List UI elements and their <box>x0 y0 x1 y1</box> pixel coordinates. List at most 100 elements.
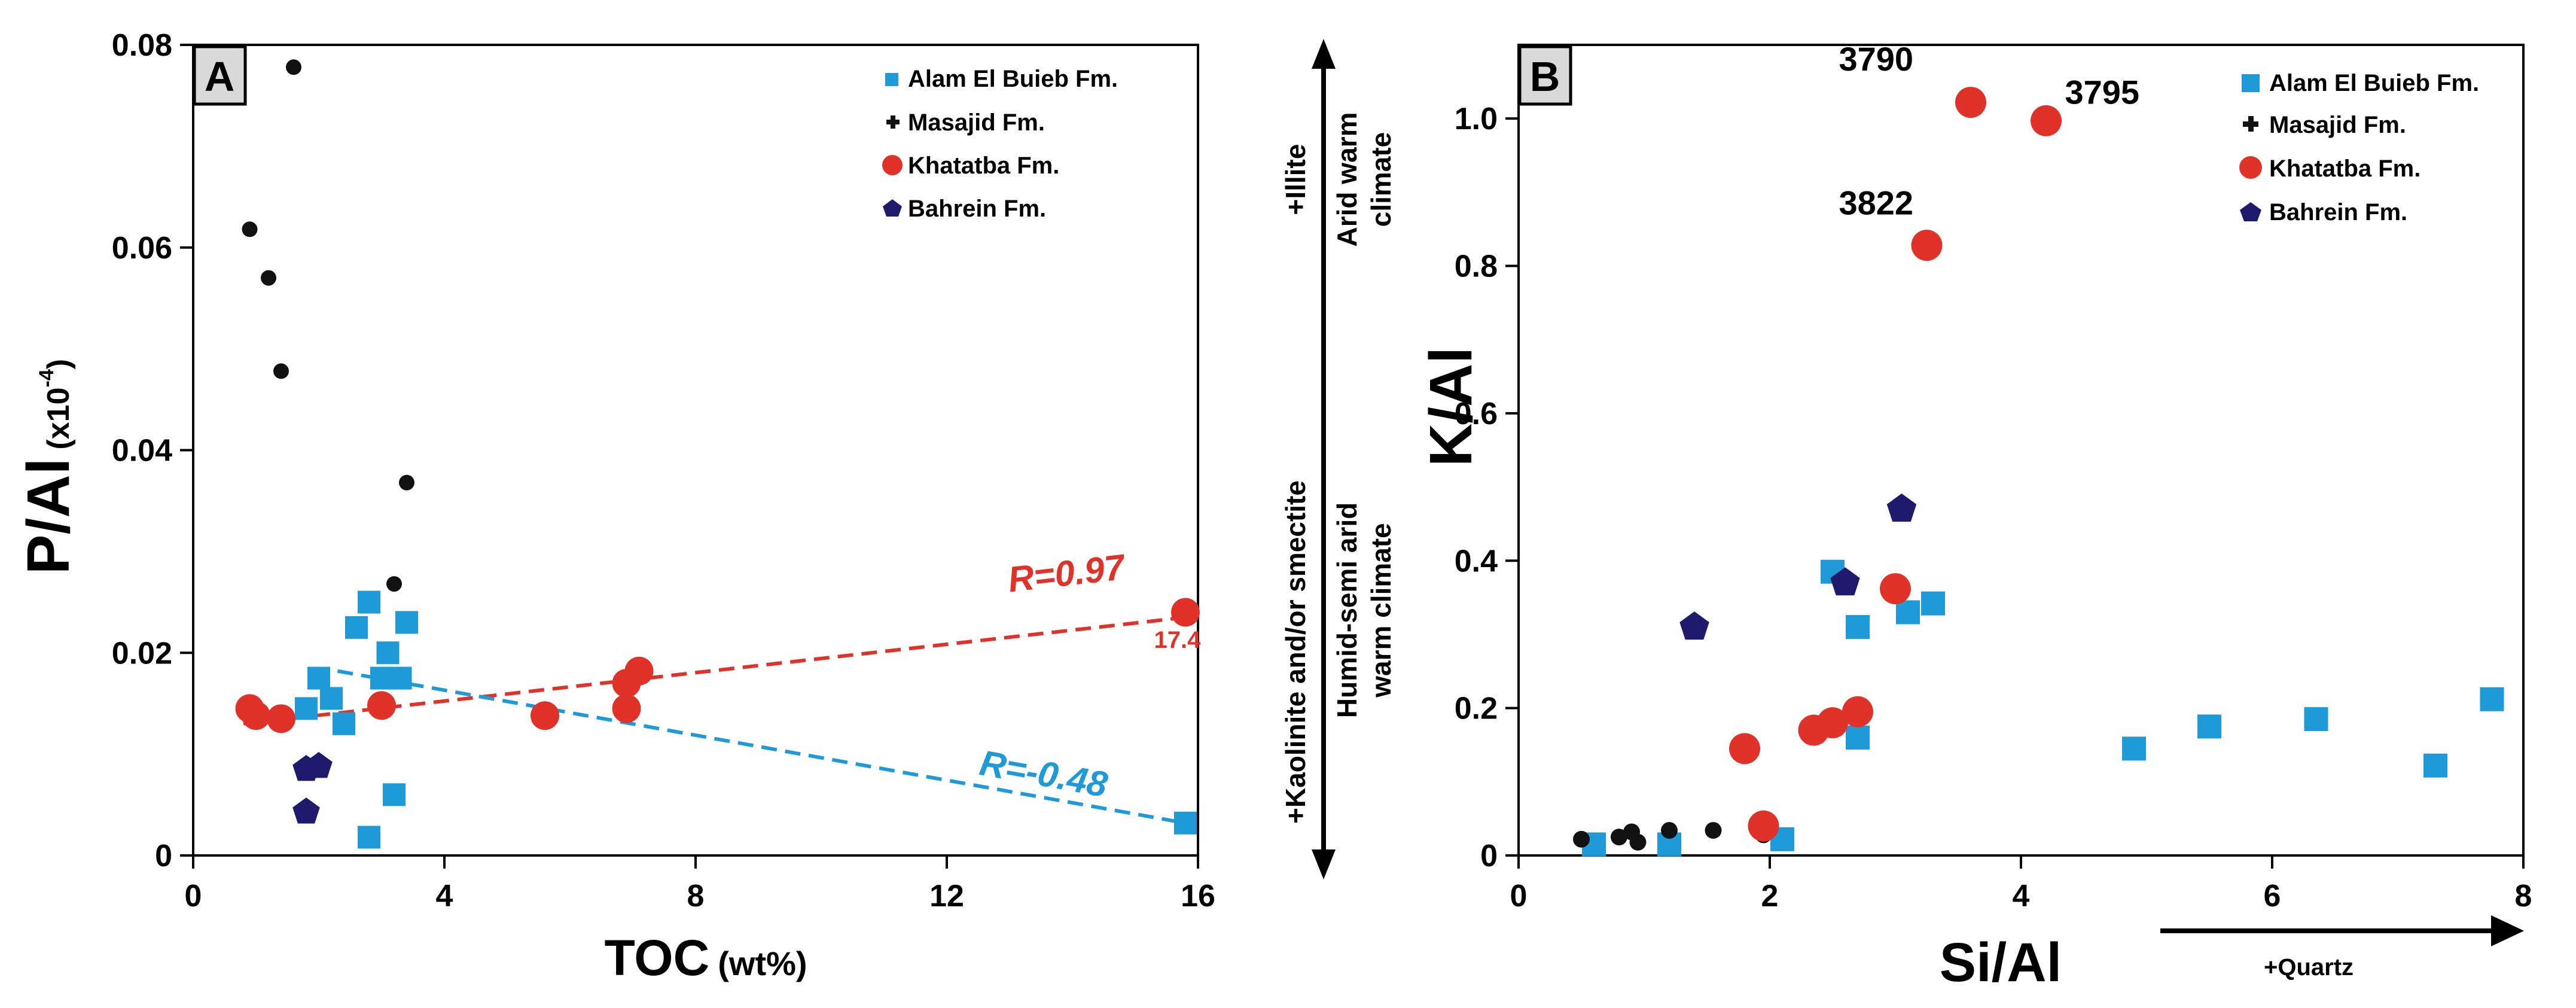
panel-b-letter-box: B <box>1518 45 1572 106</box>
warm-climate-label: warm climate <box>1365 523 1397 698</box>
x-tick-label: 0 <box>1510 879 1528 913</box>
data-point-alam <box>376 641 400 665</box>
panel-b-points <box>1573 87 2504 857</box>
legend-a-bahrein-marker <box>883 199 902 217</box>
y-tick-label: 0.04 <box>112 434 172 468</box>
data-point-bahrein <box>1886 494 1917 522</box>
data-point-masajid <box>386 576 402 592</box>
panel-a-axis-ticks: 0 4 8 12 16 0 0.02 0.04 0.06 0.08 <box>112 28 1215 913</box>
data-point-alam <box>2304 707 2328 732</box>
data-point-masajid <box>399 474 414 491</box>
panel-a-points: 17.4 <box>235 59 1202 849</box>
data-point-alam <box>1921 591 1945 616</box>
data-point-alam <box>333 712 355 735</box>
point-annotation: 3790 <box>1839 40 1914 78</box>
legend-a-masajid-label: Masajid Fm. <box>908 109 1045 136</box>
y-tick-label: 0.2 <box>1455 692 1498 726</box>
data-point-bahrein <box>1830 567 1860 596</box>
data-point-alam <box>383 783 406 806</box>
data-point-khatatba <box>1880 573 1911 605</box>
data-point-bahrein <box>1679 611 1709 640</box>
legend-b-khatatba-label: Khatatba Fm. <box>2269 156 2420 182</box>
kaolinite-smectite-label: +Kaolinite and/or smectite <box>1280 480 1311 824</box>
data-point-masajid <box>1629 833 1647 851</box>
panel-a-letter-box: A <box>193 45 247 106</box>
data-point-khatatba <box>1817 707 1848 739</box>
panel-b-plot-frame <box>1517 44 2525 857</box>
data-point-alam <box>1846 725 1870 750</box>
data-point-khatatba <box>1171 598 1200 627</box>
x-tick-label: 16 <box>1181 879 1215 913</box>
humid-semi-arid-label: Humid-semi arid <box>1331 503 1362 718</box>
data-point-alam <box>1846 615 1870 639</box>
x-tick-label: 8 <box>2515 879 2532 913</box>
legend-a-masajid-marker <box>886 115 900 129</box>
data-point-alam <box>2197 714 2221 739</box>
data-point-masajid <box>1611 829 1627 846</box>
legend-a-khatatba-label: Khatatba Fm. <box>908 153 1059 179</box>
y-tick-label: 0.08 <box>112 28 172 63</box>
data-point-alam <box>345 616 368 639</box>
x-tick-label: 2 <box>1761 879 1779 913</box>
legend-b-khatatba-marker <box>2239 156 2262 179</box>
data-point-alam <box>295 697 318 720</box>
data-point-khatatba <box>1911 230 1943 261</box>
data-point-alam <box>307 666 330 690</box>
legend-a-alam-marker <box>885 73 898 86</box>
x-tick-label: 0 <box>185 879 202 913</box>
legend-b-bahrein-label: Bahrein Fm. <box>2269 199 2407 226</box>
trendline-khatatba <box>243 615 1186 726</box>
data-point-masajid <box>273 363 289 379</box>
point-annotation: 17.4 <box>1154 627 1202 653</box>
data-point-alam <box>1896 600 1920 625</box>
data-point-alam <box>2122 736 2146 761</box>
illite-label: +Illite <box>1280 144 1311 215</box>
x-tick-label: 8 <box>687 879 705 913</box>
legend-b-bahrein-marker <box>2240 202 2261 221</box>
data-point-khatatba <box>2031 105 2062 136</box>
data-point-khatatba <box>624 656 654 686</box>
legend-a-khatatba-marker <box>882 155 903 175</box>
panel-a-plot-frame <box>192 44 1199 857</box>
data-point-masajid <box>261 270 276 286</box>
arrow-up-icon <box>1312 39 1336 69</box>
arid-climate-label: climate <box>1365 132 1397 227</box>
panel-b-letter: B <box>1530 53 1560 100</box>
x-tick-label: 4 <box>436 879 453 913</box>
legend-b-alam-label: Alam El Buieb Fm. <box>2269 70 2479 96</box>
y-tick-label: 0.06 <box>112 231 172 266</box>
point-annotation: 3822 <box>1839 184 1914 221</box>
data-point-khatatba <box>267 704 295 733</box>
arid-warm-label: Arid warm <box>1331 112 1362 247</box>
arrow-down-icon <box>1312 849 1336 879</box>
legend-b-alam-marker <box>2242 74 2260 92</box>
y-tick-label: 0 <box>155 839 172 873</box>
data-point-masajid <box>1705 822 1722 839</box>
y-tick-label: 0.02 <box>112 636 172 671</box>
data-point-bahrein <box>305 752 333 778</box>
clay-climate-arrow: +Illite Arid warm climate +Kaolinite and… <box>1280 39 1397 879</box>
data-point-alam <box>2423 753 2447 778</box>
legend-b-masajid-label: Masajid Fm. <box>2269 112 2406 138</box>
data-point-khatatba <box>1842 696 1873 727</box>
quartz-arrow: +Quartz <box>2160 915 2524 980</box>
panel-b-x-axis-label: Si/Al <box>1940 932 2062 993</box>
legend-a-bahrein-label: Bahrein Fm. <box>908 196 1046 222</box>
panel-b-chart: 0 2 4 6 8 0 0.2 0.4 0.6 0.8 1.0 3790 3795 3822 B Si/… <box>1417 40 2532 993</box>
data-point-masajid <box>1573 830 1590 848</box>
data-point-alam <box>358 826 380 849</box>
panel-a-x-axis-label: TOC (wt%) <box>604 930 807 986</box>
x-tick-label: 6 <box>2264 879 2281 913</box>
data-point-bahrein <box>292 797 320 824</box>
data-point-alam <box>358 590 380 614</box>
data-point-khatatba <box>531 701 559 730</box>
panel-b-legend: Alam El Buieb Fm. Masajid Fm. Khatatba F… <box>2239 70 2479 226</box>
x-tick-label: 12 <box>929 879 964 913</box>
panel-a-legend: Alam El Buieb Fm. Masajid Fm. Khatatba F… <box>882 66 1118 222</box>
y-tick-label: 0.6 <box>1455 397 1498 431</box>
panel-b-point-annotations: 3790 3795 3822 <box>1839 40 2140 221</box>
y-tick-label: 0.8 <box>1455 249 1498 284</box>
data-point-khatatba <box>242 701 270 730</box>
panel-a-letter: A <box>205 53 235 100</box>
